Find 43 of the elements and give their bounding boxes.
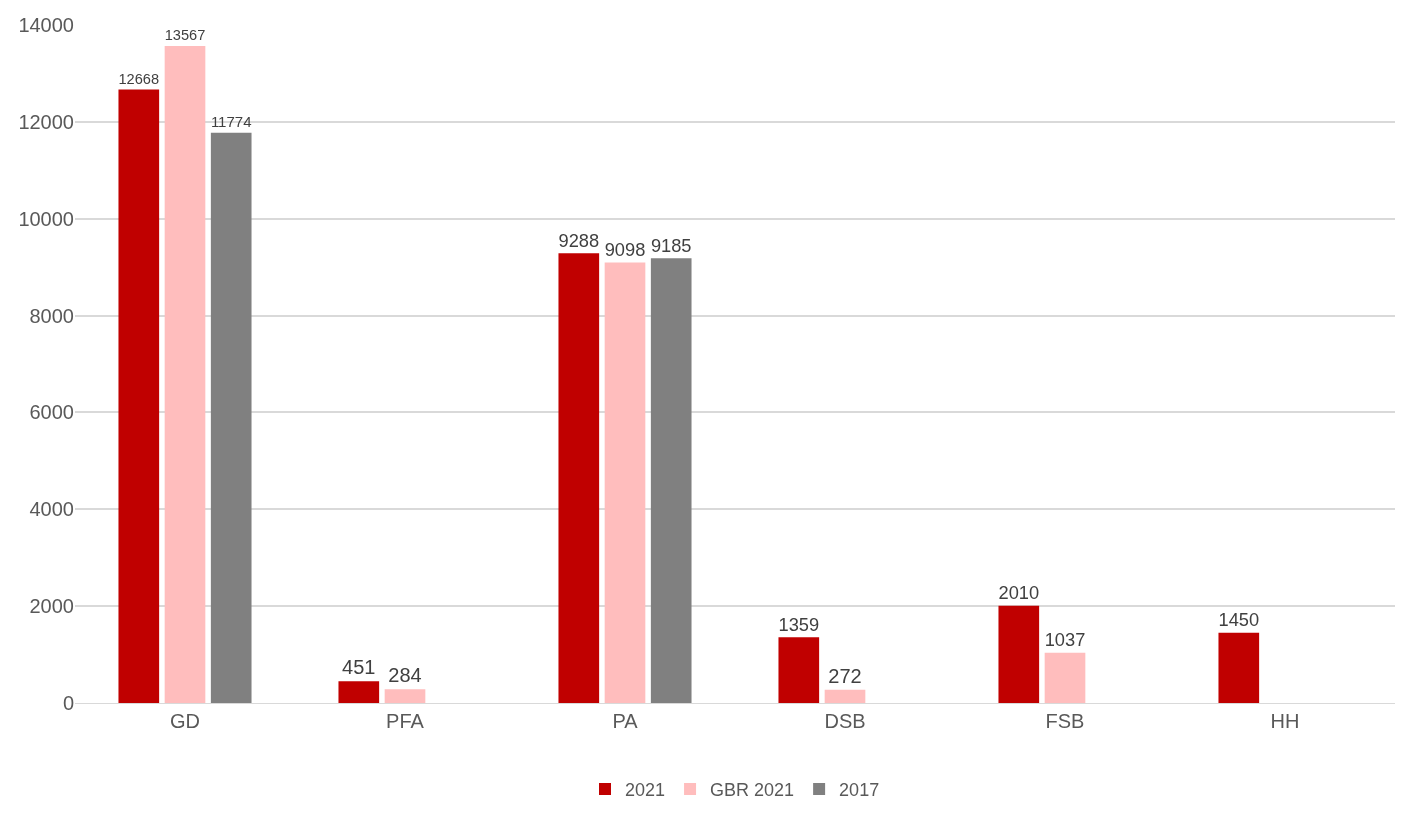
- x-tick-label: HH: [1270, 710, 1300, 732]
- bar: [998, 605, 1040, 703]
- data-label: 451: [342, 656, 376, 679]
- bar: [164, 45, 206, 703]
- data-label: 9288: [558, 229, 600, 251]
- bar: [338, 681, 380, 703]
- data-label: 13567: [164, 27, 206, 44]
- y-tick-label: 14000: [18, 14, 74, 36]
- y-tick-label: 0: [62, 692, 74, 714]
- bar: [778, 637, 820, 703]
- data-label: 272: [828, 664, 862, 687]
- y-tick-label: 6000: [29, 401, 74, 424]
- x-tick-label: PA: [612, 710, 639, 732]
- y-tick-label: 2000: [29, 595, 74, 618]
- data-label: 9098: [604, 238, 646, 260]
- data-label: 9185: [650, 234, 692, 256]
- y-tick-label: 8000: [29, 304, 74, 327]
- data-label: 11774: [210, 112, 252, 130]
- bar: [604, 262, 646, 703]
- x-tick-label: DSB: [824, 710, 866, 732]
- y-tick-label: 4000: [29, 498, 74, 521]
- legend-label: 2021: [625, 780, 666, 801]
- legend-label: GBR 2021: [710, 780, 795, 801]
- bar: [824, 689, 866, 703]
- bar: [210, 132, 252, 703]
- data-label: 284: [388, 664, 422, 687]
- bar: [558, 253, 600, 703]
- y-tick-label: 12000: [18, 110, 74, 133]
- bar: [1044, 652, 1086, 703]
- x-tick-label: PFA: [386, 710, 425, 732]
- y-tick-label: 10000: [18, 207, 74, 230]
- bar: [384, 689, 426, 703]
- bar: [650, 258, 692, 703]
- bar: [1218, 632, 1260, 703]
- bar: [118, 89, 160, 703]
- data-label: 12668: [118, 70, 160, 87]
- x-tick-label: GD: [170, 710, 200, 732]
- data-label: 1450: [1218, 609, 1260, 631]
- legend-label: 2017: [839, 780, 880, 801]
- data-label: 1037: [1044, 629, 1086, 651]
- x-tick-label: FSB: [1045, 710, 1085, 732]
- data-label: 2010: [998, 582, 1040, 604]
- data-label: 1359: [778, 613, 820, 635]
